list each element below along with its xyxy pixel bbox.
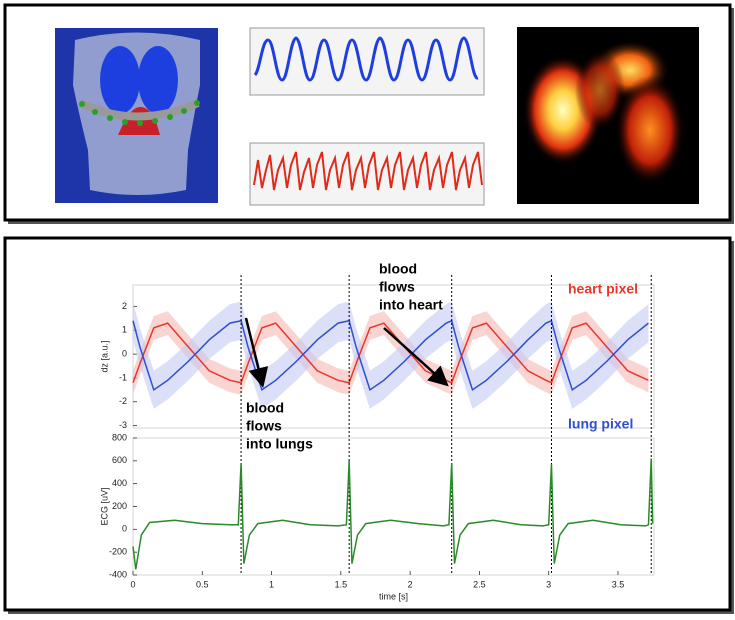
y-axis-label: ECG [uV] xyxy=(99,487,109,525)
y-tick-label: 800 xyxy=(112,432,127,442)
x-tick-label: 1 xyxy=(269,579,274,589)
bottom-panel xyxy=(3,236,732,612)
y-tick-label: 600 xyxy=(112,455,127,465)
annotation: flows xyxy=(246,418,282,434)
x-tick-label: 0 xyxy=(130,579,135,589)
annotation: into heart xyxy=(379,297,443,313)
y-tick-label: 400 xyxy=(112,478,127,488)
y-tick-label: 200 xyxy=(112,501,127,511)
annotation: into lungs xyxy=(246,436,313,452)
y-tick-label: 2 xyxy=(122,301,127,311)
line xyxy=(132,319,649,392)
x-tick-label: 1.5 xyxy=(335,579,348,589)
annotation: blood xyxy=(379,261,417,277)
y-tick-label: -2 xyxy=(119,396,127,406)
annotation: flows xyxy=(379,279,415,295)
lung xyxy=(100,46,140,114)
heatmap-blob xyxy=(615,75,685,185)
y-tick-label: -400 xyxy=(109,569,127,579)
heatmap-blob xyxy=(575,50,625,130)
y-axis-label: dz [a.u.] xyxy=(99,340,109,372)
arrow xyxy=(383,327,449,387)
annotation: blood xyxy=(246,400,284,416)
series-label: heart pixel xyxy=(568,281,638,297)
line xyxy=(132,322,649,384)
y-tick-label: 0 xyxy=(122,348,127,358)
electrodes xyxy=(79,100,200,126)
lung xyxy=(138,46,178,114)
y-tick-label: 0 xyxy=(122,524,127,534)
y-tick-label: 1 xyxy=(122,325,127,335)
x-tick-label: 2 xyxy=(408,579,413,589)
heart-signal xyxy=(253,151,483,191)
x-tick-label: 2.5 xyxy=(473,579,486,589)
error-band xyxy=(133,311,649,395)
arrow xyxy=(244,317,269,388)
y-tick-label: -200 xyxy=(109,547,127,557)
x-axis-label: time [s] xyxy=(379,591,408,601)
series-label: lung pixel xyxy=(568,416,633,432)
lung-signal-box xyxy=(249,27,485,96)
y-tick-label: -3 xyxy=(119,420,127,430)
lung-signal xyxy=(253,36,480,82)
line xyxy=(132,458,654,570)
x-tick-label: 0.5 xyxy=(196,579,209,589)
y-tick-label: -1 xyxy=(119,372,127,382)
x-tick-label: 3 xyxy=(546,579,551,589)
axes-box xyxy=(132,284,655,429)
x-tick-label: 3.5 xyxy=(612,579,625,589)
